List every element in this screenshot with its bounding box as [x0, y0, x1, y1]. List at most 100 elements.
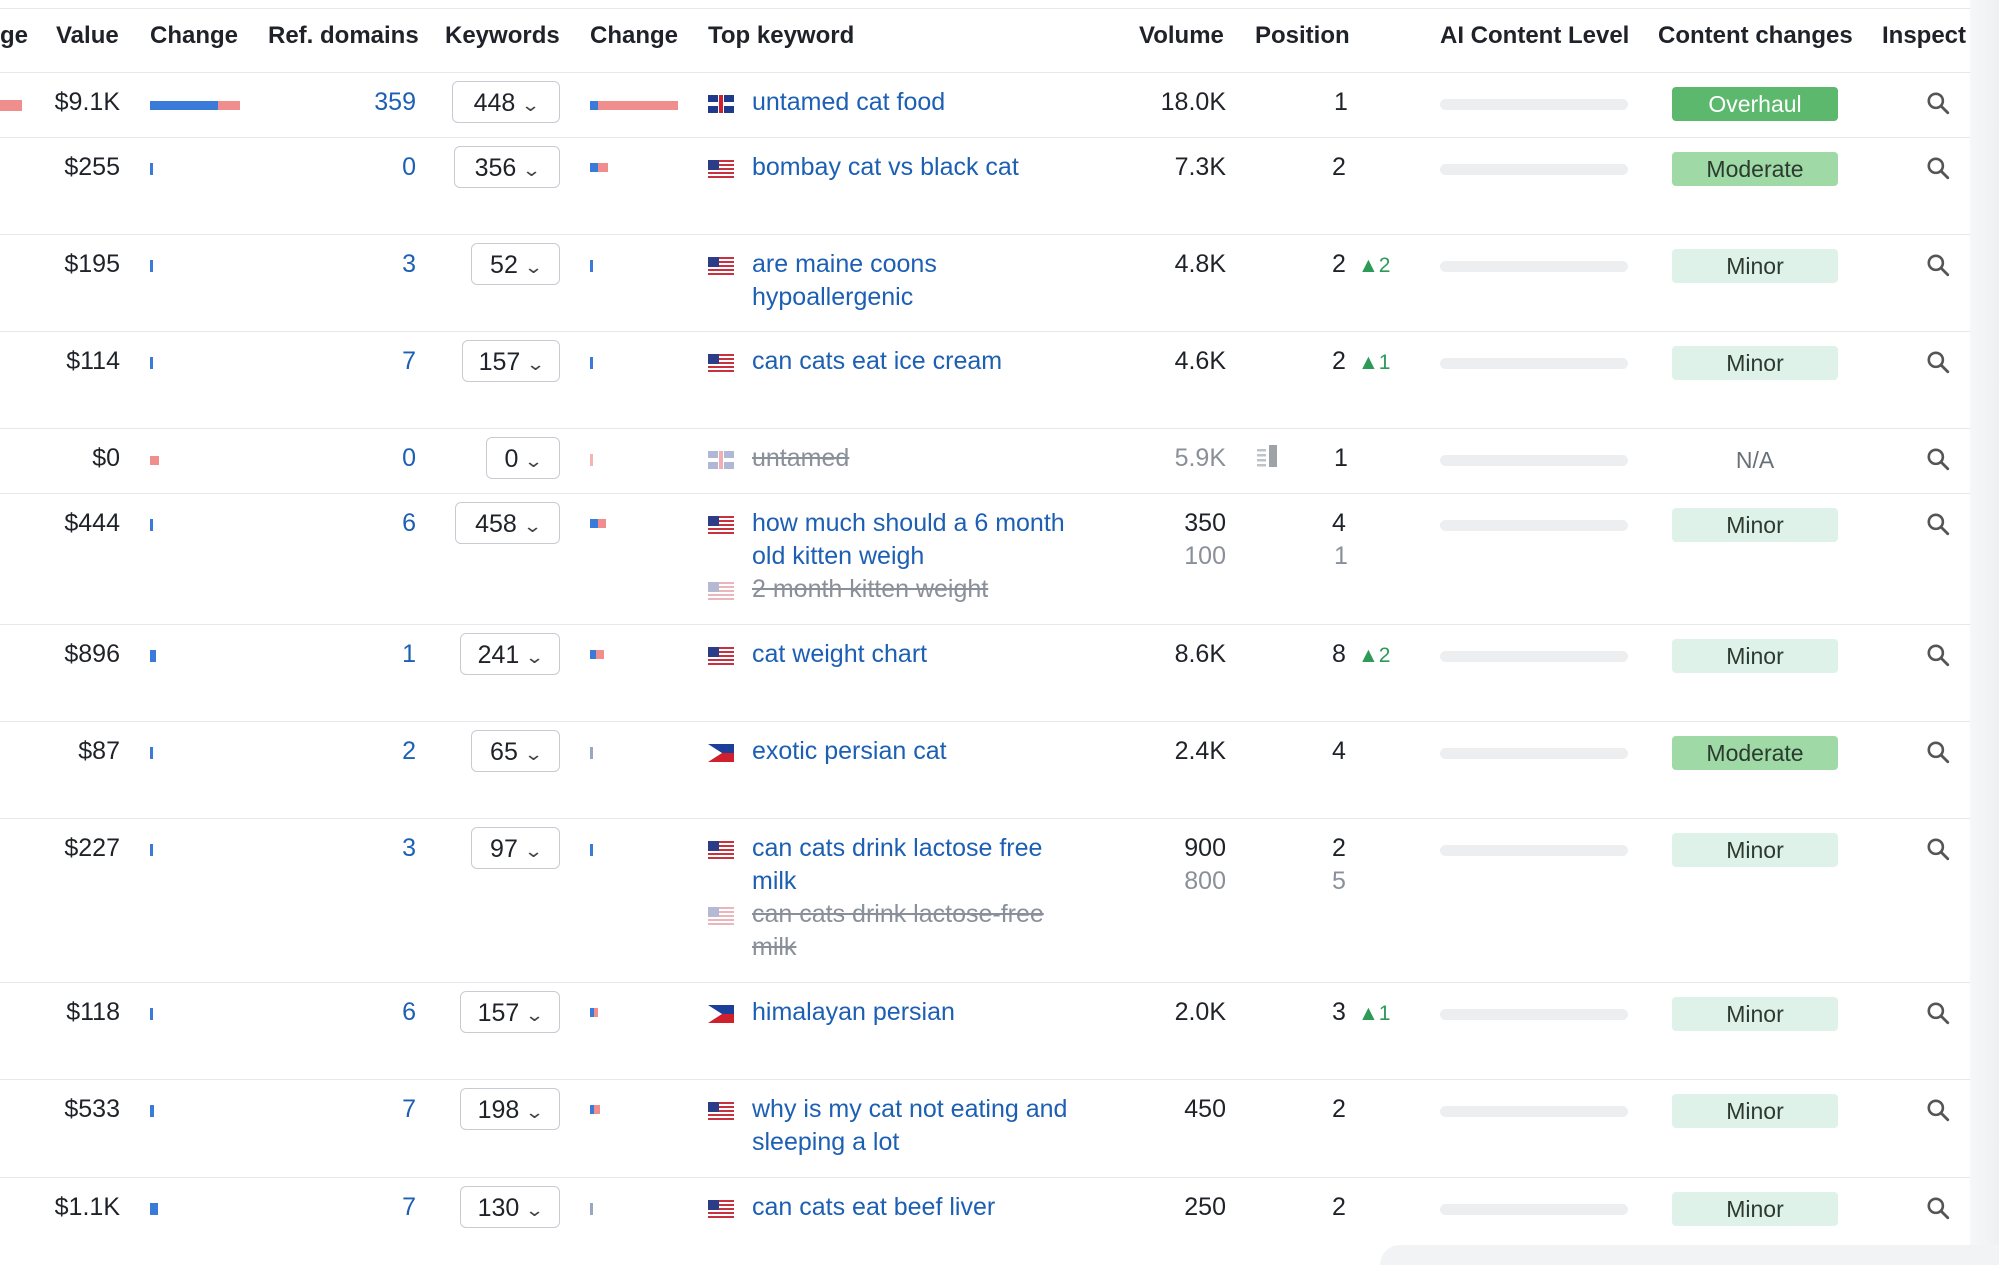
- content-change-badge: Minor: [1672, 833, 1838, 867]
- ref-domains-link[interactable]: 3: [402, 250, 416, 278]
- value-change-bar: [150, 519, 153, 531]
- chevron-down-icon: ⌄: [525, 1102, 545, 1122]
- keyword-change-bar-negative: [594, 1008, 598, 1017]
- header-content-changes[interactable]: Content changes: [1658, 22, 1853, 49]
- chevron-down-icon: ⌄: [522, 160, 542, 180]
- ref-domains-link[interactable]: 3: [402, 834, 416, 862]
- keywords-dropdown[interactable]: 157 ⌄: [462, 340, 560, 382]
- keywords-dropdown[interactable]: 65 ⌄: [471, 730, 560, 772]
- keywords-dropdown[interactable]: 97 ⌄: [471, 827, 560, 869]
- previous-top-keyword-line1[interactable]: can cats drink lactose-free: [752, 900, 1044, 928]
- ref-domains-link[interactable]: 7: [402, 347, 416, 375]
- value-cell: $87: [78, 737, 120, 765]
- top-keyword-link-line1[interactable]: can cats drink lactose free: [752, 834, 1043, 862]
- ref-domains-link[interactable]: 359: [374, 88, 416, 116]
- keywords-dropdown[interactable]: 157 ⌄: [460, 991, 560, 1033]
- ref-domains-link[interactable]: 6: [402, 509, 416, 537]
- keywords-dropdown[interactable]: 130 ⌄: [460, 1186, 560, 1228]
- search-icon[interactable]: [1925, 836, 1951, 862]
- ai-content-level-bar: [1440, 748, 1628, 759]
- search-icon[interactable]: [1925, 1000, 1951, 1026]
- search-icon[interactable]: [1925, 252, 1951, 278]
- header-top-keyword[interactable]: Top keyword: [708, 22, 855, 49]
- header-keywords[interactable]: Keywords: [445, 22, 560, 49]
- header-traffic-partial[interactable]: ge: [0, 22, 29, 49]
- search-icon[interactable]: [1925, 1097, 1951, 1123]
- table-row: $444 6 458 ⌄ how much should a 6 month ol…: [0, 494, 1970, 625]
- ref-domains-link[interactable]: 2: [402, 737, 416, 765]
- keywords-dropdown[interactable]: 0 ⌄: [486, 437, 560, 479]
- uk-flag-icon: [708, 451, 734, 469]
- ref-domains-link[interactable]: 0: [402, 444, 416, 472]
- search-icon[interactable]: [1925, 739, 1951, 765]
- search-icon[interactable]: [1925, 90, 1951, 116]
- top-keyword-link-line2[interactable]: hypoallergenic: [752, 283, 914, 311]
- top-keyword-link-line1[interactable]: are maine coons: [752, 250, 937, 278]
- position-change: 1: [1378, 351, 1391, 374]
- keywords-dropdown[interactable]: 241 ⌄: [460, 633, 560, 675]
- keyword-change-bar: [590, 1008, 594, 1017]
- volume-cell: 18.0K: [1160, 88, 1226, 116]
- top-keyword-link[interactable]: himalayan persian: [752, 998, 955, 1026]
- top-keyword-link-line2[interactable]: old kitten weigh: [752, 542, 925, 570]
- serp-features-icon[interactable]: [1255, 443, 1279, 469]
- ref-domains-link[interactable]: 7: [402, 1095, 416, 1123]
- keywords-count: 130: [477, 1194, 520, 1222]
- keyword-change-bar: [590, 454, 593, 466]
- volume-cell: 5.9K: [1174, 444, 1226, 472]
- value-change-bar: [150, 844, 153, 856]
- traffic-change-bar: [0, 100, 22, 111]
- position-cell: 1: [1334, 444, 1348, 472]
- top-keyword-link-line2[interactable]: milk: [752, 867, 797, 895]
- header-volume[interactable]: Volume: [1139, 22, 1224, 49]
- keywords-count: 198: [477, 1096, 520, 1124]
- chevron-down-icon: ⌄: [525, 1200, 545, 1220]
- top-keyword-lost[interactable]: untamed: [752, 444, 850, 472]
- header-keyword-change[interactable]: Change: [590, 22, 679, 49]
- keywords-dropdown[interactable]: 198 ⌄: [460, 1088, 560, 1130]
- header-change[interactable]: Change: [150, 22, 239, 49]
- value-cell: $255: [64, 153, 120, 181]
- bottom-panel-edge: [1380, 1245, 1999, 1265]
- ref-domains-link[interactable]: 0: [402, 153, 416, 181]
- header-position[interactable]: Position: [1255, 22, 1350, 49]
- top-keyword-link[interactable]: exotic persian cat: [752, 737, 947, 765]
- top-keyword-link[interactable]: can cats eat beef liver: [752, 1193, 996, 1221]
- previous-top-keyword-line2[interactable]: milk: [752, 933, 797, 961]
- previous-top-keyword[interactable]: 2 month kitten weight: [752, 575, 989, 603]
- keyword-change-bar: [590, 519, 598, 528]
- top-keyword-link-line1[interactable]: how much should a 6 month: [752, 509, 1065, 537]
- ai-content-level-bar: [1440, 1009, 1628, 1020]
- keywords-dropdown[interactable]: 448 ⌄: [452, 81, 560, 123]
- keywords-dropdown[interactable]: 458 ⌄: [455, 502, 560, 544]
- table-row: $9.1K 359 448 ⌄ untamed cat food 18.0K 1 …: [0, 73, 1970, 138]
- search-icon[interactable]: [1925, 511, 1951, 537]
- top-keyword-link[interactable]: bombay cat vs black cat: [752, 153, 1019, 181]
- ref-domains-link[interactable]: 7: [402, 1193, 416, 1221]
- top-keyword-link-line2[interactable]: sleeping a lot: [752, 1128, 900, 1156]
- top-keyword-link[interactable]: cat weight chart: [752, 640, 928, 668]
- content-change-badge: Overhaul: [1672, 87, 1838, 121]
- keywords-dropdown[interactable]: 52 ⌄: [471, 243, 560, 285]
- content-change-badge: Minor: [1672, 346, 1838, 380]
- ref-domains-link[interactable]: 6: [402, 998, 416, 1026]
- table-row: $118 6 157 ⌄ himalayan persian 2.0K 3 ▲1 …: [0, 983, 1970, 1080]
- header-value[interactable]: Value: [56, 22, 119, 49]
- header-ref-domains[interactable]: Ref. domains: [268, 22, 419, 49]
- value-cell: $896: [64, 640, 120, 668]
- top-keyword-link[interactable]: can cats eat ice cream: [752, 347, 1003, 375]
- search-icon[interactable]: [1925, 155, 1951, 181]
- ai-content-level-bar: [1440, 520, 1628, 531]
- search-icon[interactable]: [1925, 349, 1951, 375]
- search-icon[interactable]: [1925, 642, 1951, 668]
- search-icon[interactable]: [1925, 446, 1951, 472]
- us-flag-icon: [708, 907, 734, 925]
- keywords-dropdown[interactable]: 356 ⌄: [454, 146, 560, 188]
- top-keyword-link[interactable]: untamed cat food: [752, 88, 946, 116]
- top-keyword-link-line1[interactable]: why is my cat not eating and: [752, 1095, 1068, 1123]
- search-icon[interactable]: [1925, 1195, 1951, 1221]
- ref-domains-link[interactable]: 1: [402, 640, 416, 668]
- header-ai-content-level[interactable]: AI Content Level: [1440, 22, 1630, 49]
- uk-flag-icon: [708, 95, 734, 113]
- table-row: $114 7 157 ⌄ can cats eat ice cream 4.6K …: [0, 332, 1970, 429]
